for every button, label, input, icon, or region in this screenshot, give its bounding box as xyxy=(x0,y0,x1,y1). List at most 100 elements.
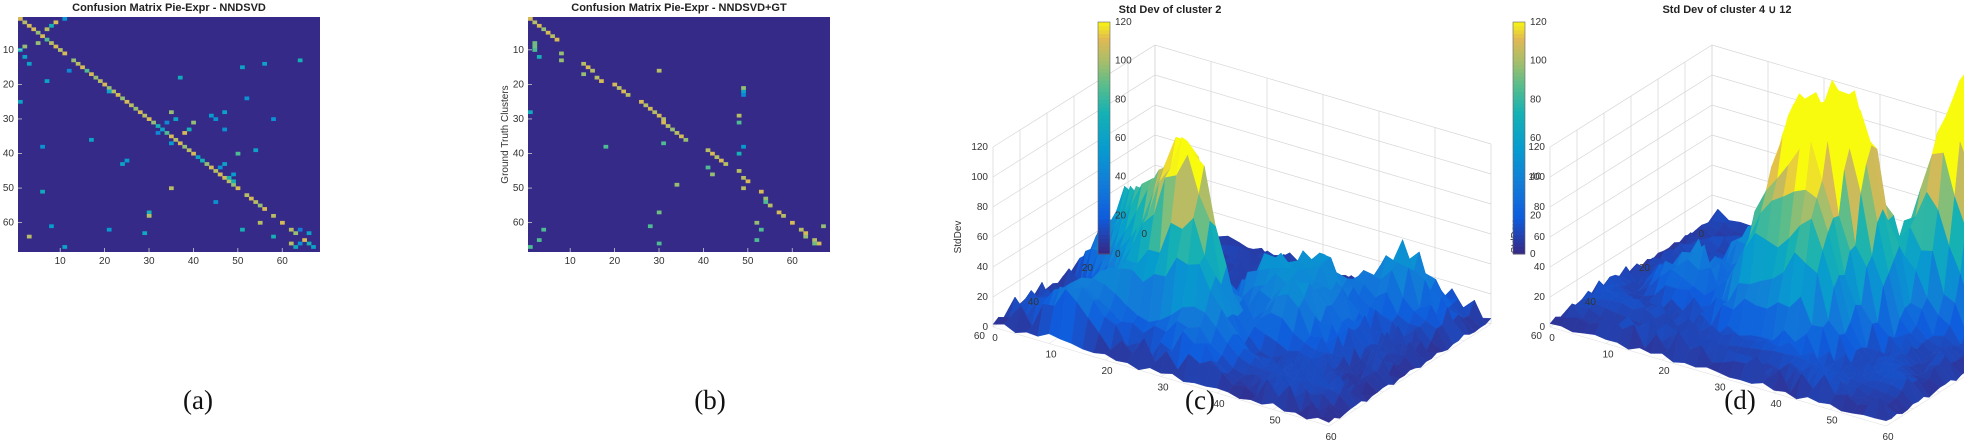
colorbar-segment xyxy=(1513,141,1525,147)
floor-gridline xyxy=(1328,323,1492,427)
colorbar-segment xyxy=(1513,64,1525,69)
colorbar-segment xyxy=(1098,157,1110,162)
colorbar-segment xyxy=(1098,22,1110,27)
x-tick-label: 30 xyxy=(1157,383,1169,394)
z-gridline xyxy=(992,74,1492,178)
colorbar-segment xyxy=(1513,211,1525,216)
z-tick-label: 80 xyxy=(977,202,989,213)
y-tick-label: 20 xyxy=(513,79,525,90)
colorbar-segment xyxy=(1098,91,1110,96)
heatmap-cell xyxy=(222,127,228,132)
surface-chart-c: Std Dev of cluster 2020406080100120StdDe… xyxy=(953,4,1492,442)
surface-patch xyxy=(1960,353,1964,360)
colorbar-segment xyxy=(1513,242,1525,247)
colorbar-tick-label: 100 xyxy=(1115,56,1132,67)
colorbar-segment xyxy=(1098,130,1110,135)
heatmap-cell xyxy=(297,241,303,246)
y-tick-label: 60 xyxy=(1531,331,1543,342)
x-tick-label: 20 xyxy=(99,256,111,267)
colorbar-segment xyxy=(1098,188,1110,193)
heatmap-cell xyxy=(625,93,631,97)
colorbar-segment xyxy=(1098,134,1110,139)
heatmap-cell xyxy=(271,234,276,239)
heatmap-cell xyxy=(142,113,148,118)
colorbar-segment xyxy=(1098,161,1110,166)
panel-b: Confusion Matrix Pie-Expr - NNDSVD+GT 10 2… xyxy=(500,0,950,442)
z-tick-label: 0 xyxy=(1539,322,1545,333)
colorbar-segment xyxy=(1513,29,1525,35)
z-gridline xyxy=(992,44,1492,148)
colorbar-tick-label: 40 xyxy=(1530,172,1542,183)
colorbar-tick-label: 0 xyxy=(1115,249,1121,260)
x-tick-label: 40 xyxy=(698,256,710,267)
heatmap-cell xyxy=(248,196,254,201)
heatmap-cell xyxy=(262,61,268,66)
heatmap-cell xyxy=(798,227,804,232)
y-tick-label: 60 xyxy=(974,331,986,342)
y-tick-label: 60 xyxy=(513,218,525,229)
x-tick-label: 10 xyxy=(55,256,67,267)
heatmap-cell xyxy=(741,175,746,180)
floor-gridline xyxy=(1549,326,1887,427)
heatmap-cell xyxy=(57,48,63,52)
heatmap-cell xyxy=(53,20,59,25)
heatmap-cell xyxy=(146,210,152,215)
heatmap-cell xyxy=(590,68,595,73)
heatmap-cell xyxy=(594,75,600,80)
y-axis-label: Ground Truth Clusters xyxy=(0,85,1,183)
heatmap-cell xyxy=(670,127,675,132)
x-tick-label: 50 xyxy=(232,256,244,267)
heatmap-cell xyxy=(736,169,742,173)
heatmap-cell xyxy=(240,65,245,70)
y-axis-label: Ground Truth Clusters xyxy=(500,85,511,183)
heatmap-cell xyxy=(665,124,671,128)
heatmap-cell xyxy=(741,93,746,97)
y-tick-label: 30 xyxy=(513,114,525,125)
heatmap-cell xyxy=(89,72,94,77)
heatmap-cell xyxy=(151,120,156,125)
heatmap-cell xyxy=(639,99,644,104)
caption-a: (a) xyxy=(183,385,213,415)
heatmap-cell xyxy=(235,151,241,156)
x-tick-label: 30 xyxy=(653,256,665,267)
heatmap-cell xyxy=(137,110,143,115)
heatmap-cell xyxy=(173,117,179,121)
heatmap-cell xyxy=(169,186,174,191)
colorbar-segment xyxy=(1098,223,1110,228)
heatmap-cell xyxy=(803,231,809,236)
colorbar-frame xyxy=(1512,21,1526,255)
colorbar-segment xyxy=(1513,49,1525,54)
heatmap-cell xyxy=(297,58,303,63)
colorbar-segment xyxy=(1513,203,1525,209)
colorbar-segment xyxy=(1098,207,1110,212)
heatmap-cell xyxy=(213,169,219,173)
heatmap-cell xyxy=(812,238,817,242)
x-tick-label: 40 xyxy=(1770,399,1782,410)
colorbar-segment xyxy=(1098,238,1110,243)
heatmap-cell xyxy=(643,103,649,108)
heatmap-cell xyxy=(244,96,250,101)
z-tick-label: 0 xyxy=(982,322,988,333)
heatmap-cell xyxy=(155,124,161,128)
heatmap-cell xyxy=(160,127,165,132)
colorbar-segment xyxy=(1098,184,1110,189)
heatmap-cell xyxy=(49,23,54,28)
colorbar-segment xyxy=(1098,172,1110,178)
heatmap-cell xyxy=(177,141,183,146)
x-tick-label: 10 xyxy=(1045,350,1057,361)
colorbar-segment xyxy=(1513,145,1525,151)
heatmap-cell xyxy=(222,162,228,166)
y-tick-label: 10 xyxy=(3,45,15,56)
heatmap-cell xyxy=(741,186,746,191)
colorbar-segment xyxy=(1513,52,1525,58)
heatmap-cell xyxy=(240,227,245,232)
colorbar-segment xyxy=(1513,76,1525,81)
heatmap-cell xyxy=(306,241,312,246)
heatmap-cell xyxy=(528,17,533,21)
surface-patch xyxy=(1874,397,1892,421)
colorbar-segment xyxy=(1513,37,1525,42)
heatmap-cell xyxy=(222,110,228,115)
colorbar-segment xyxy=(1513,157,1525,162)
heatmap-cell xyxy=(35,30,41,35)
heatmap-cell xyxy=(213,117,219,121)
